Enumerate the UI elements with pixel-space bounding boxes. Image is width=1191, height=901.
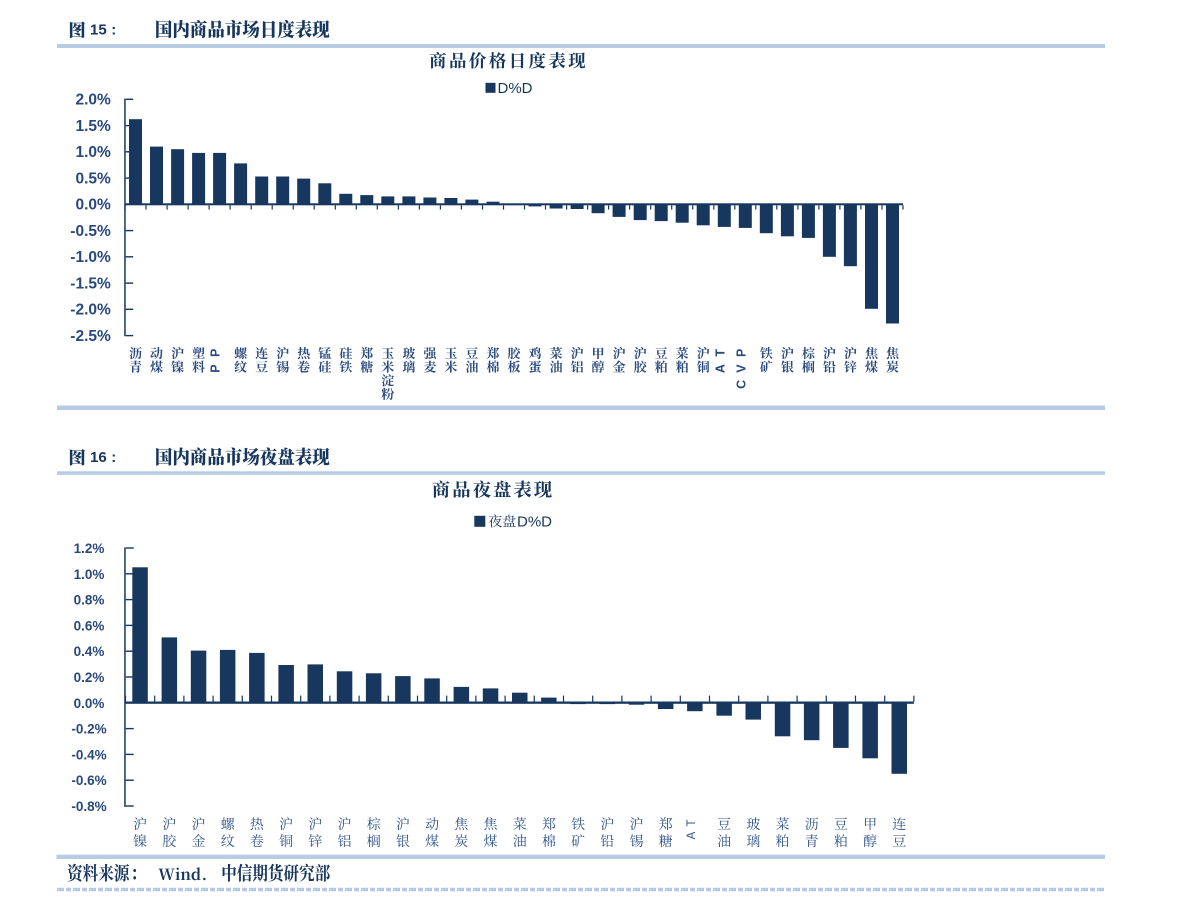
svg-text:A: A — [713, 364, 727, 373]
svg-text:16:: 16: — [90, 449, 116, 466]
svg-text:-0.2%: -0.2% — [71, 722, 106, 737]
svg-text:1.0%: 1.0% — [74, 567, 105, 582]
svg-text:0.6%: 0.6% — [74, 618, 105, 633]
svg-text:T: T — [686, 819, 698, 826]
svg-text:-2.0%: -2.0% — [70, 302, 111, 319]
svg-text:0.8%: 0.8% — [74, 593, 105, 608]
svg-text:V: V — [734, 364, 748, 373]
svg-text:-2.5%: -2.5% — [70, 328, 111, 345]
svg-text:15:: 15: — [90, 22, 116, 39]
svg-text:0.2%: 0.2% — [74, 670, 105, 685]
svg-text:T: T — [713, 349, 727, 357]
svg-text:P: P — [734, 349, 748, 357]
svg-text:1.2%: 1.2% — [74, 541, 105, 556]
svg-text:2.0%: 2.0% — [75, 92, 111, 109]
svg-text:D%D: D%D — [517, 513, 552, 530]
svg-text:0.0%: 0.0% — [75, 197, 111, 214]
svg-text:0.5%: 0.5% — [75, 170, 111, 187]
svg-text:0.0%: 0.0% — [74, 696, 105, 711]
svg-text:A: A — [686, 831, 698, 839]
svg-text:1.5%: 1.5% — [75, 118, 111, 135]
svg-text:0.4%: 0.4% — [74, 644, 105, 659]
svg-text:-0.5%: -0.5% — [70, 223, 111, 240]
svg-text:-1.0%: -1.0% — [70, 249, 111, 266]
svg-text:-1.5%: -1.5% — [70, 275, 111, 292]
svg-text:P: P — [209, 349, 223, 357]
svg-text:C: C — [734, 380, 748, 389]
svg-text:-0.6%: -0.6% — [71, 773, 106, 788]
svg-text:-0.8%: -0.8% — [71, 799, 106, 814]
svg-text:D%D: D%D — [498, 80, 533, 97]
svg-text:P: P — [209, 364, 223, 372]
svg-text:1.0%: 1.0% — [75, 144, 111, 161]
svg-text:-0.4%: -0.4% — [71, 747, 106, 762]
